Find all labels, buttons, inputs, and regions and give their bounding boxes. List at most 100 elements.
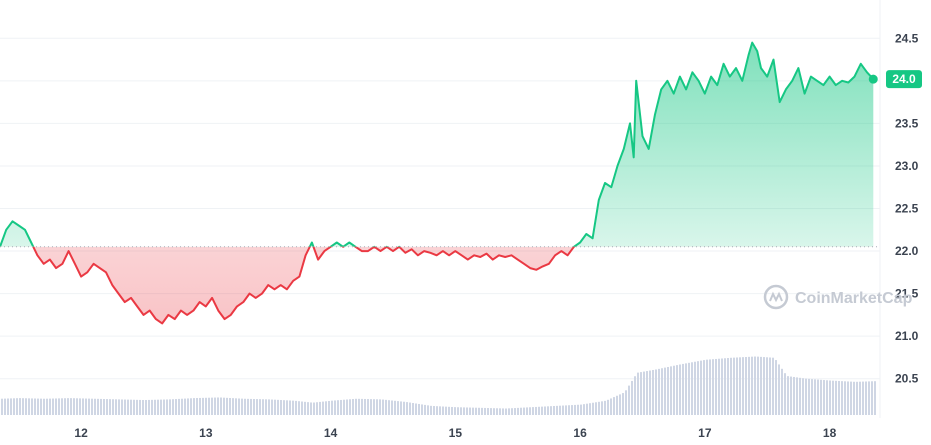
volume-bar [274,399,276,415]
volume-bar [868,381,870,415]
volume-bar [712,359,714,415]
volume-bar [244,398,246,415]
volume-bar [133,399,135,415]
volume-bar [214,397,216,415]
volume-bars [1,356,876,415]
volume-bar [310,402,312,415]
volume-bar [769,357,771,415]
volume-bar [439,406,441,415]
volume-bar [157,399,159,415]
volume-bar [139,399,141,415]
volume-bar [787,376,789,415]
volume-bar [13,398,15,415]
last-price-label: 24.0 [868,70,922,89]
volume-bar [436,406,438,415]
volume-bar [448,406,450,415]
volume-bar [748,356,750,415]
volume-bar [739,357,741,415]
volume-bar [319,401,321,415]
volume-bar [70,398,72,415]
volume-bar [601,401,603,415]
volume-bar [208,397,210,415]
volume-bar [532,407,534,415]
volume-bar [511,408,513,415]
volume-bar [643,371,645,415]
volume-bar [178,398,180,415]
volume-bar [823,380,825,415]
volume-bar [19,398,21,415]
volume-bar [871,381,873,415]
volume-bar [229,398,231,415]
volume-bar [451,406,453,415]
volume-bar [502,408,504,415]
x-tick-label: 18 [823,426,837,440]
volume-bar [619,394,621,415]
volume-bar [604,400,606,415]
volume-bar [661,368,663,415]
volume-bar [562,405,564,415]
volume-bar [16,398,18,415]
volume-bar [817,379,819,415]
volume-bar [76,398,78,415]
volume-bar [58,398,60,415]
volume-bar [835,380,837,415]
volume-bar [265,399,267,415]
y-tick-label: 23.5 [895,116,919,130]
volume-bar [652,370,654,415]
volume-bar [46,398,48,415]
volume-bar [475,407,477,415]
volume-bar [355,398,357,415]
volume-bar [136,399,138,415]
volume-bar [493,408,495,415]
area-below-baseline [0,246,874,324]
volume-bar [625,390,627,415]
volume-bar [442,406,444,415]
volume-bar [802,378,804,415]
volume-bar [607,399,609,415]
volume-bar [514,408,516,415]
volume-bar [715,358,717,415]
volume-bar [166,399,168,415]
volume-bar [211,397,213,415]
volume-bar [586,403,588,415]
volume-bar [370,399,372,415]
volume-bar [550,406,552,415]
volume-bar [799,377,801,415]
volume-bar [574,404,576,415]
volume-bar [379,399,381,415]
volume-bar [232,398,234,415]
volume-bar [847,381,849,415]
volume-bar [169,399,171,415]
volume-bar [106,399,108,415]
volume-bar [529,407,531,415]
volume-bar [280,400,282,415]
area-above-baseline [0,42,874,247]
volume-bar [682,363,684,415]
volume-bar [148,399,150,415]
volume-bar [694,361,696,415]
volume-bar [205,397,207,415]
volume-bar [73,398,75,415]
volume-bar [220,397,222,415]
volume-bar [382,399,384,415]
volume-bar [523,407,525,415]
volume-bar [52,398,54,415]
volume-bar [499,408,501,415]
volume-bar [700,360,702,415]
volume-bar [28,398,30,415]
volume-bar [832,380,834,415]
volume-bar [238,398,240,415]
volume-bar [403,401,405,415]
volume-bar [394,400,396,415]
volume-bar [199,397,201,415]
volume-bar [409,402,411,415]
volume-bar [691,362,693,415]
volume-bar [172,399,174,415]
volume-bar [61,398,63,415]
volume-bar [223,397,225,415]
series-line-up [0,41,875,247]
volume-bar [592,402,594,415]
volume-bar [622,393,624,415]
volume-bar [367,399,369,415]
volume-bar [109,399,111,415]
